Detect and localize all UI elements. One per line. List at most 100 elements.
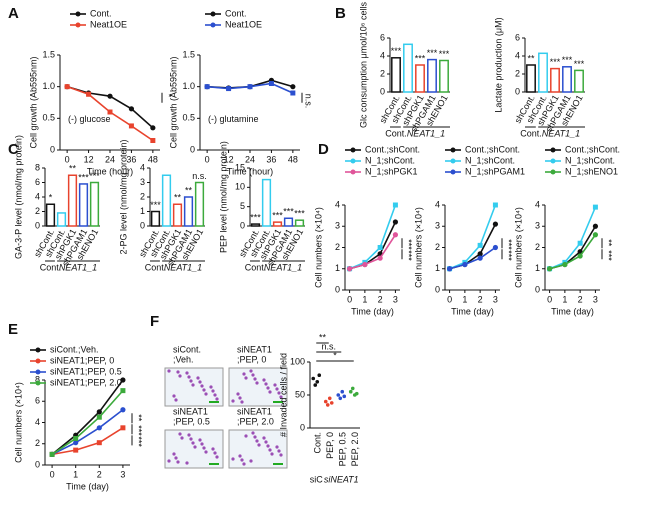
image-label: ;Veh. [173, 354, 194, 364]
point [73, 447, 79, 453]
y-tick-label: 50 [295, 389, 305, 399]
y-axis-label: Cell numbers (×10⁴) [413, 207, 423, 288]
point [73, 435, 79, 441]
bar [161, 174, 172, 227]
legend-label: Neat1OE [90, 19, 127, 29]
cell [262, 378, 266, 382]
point [96, 425, 102, 431]
cell [180, 436, 184, 440]
cell [176, 460, 180, 464]
legend-label: siNEAT1;PEP, 0.5 [50, 366, 122, 376]
significance: *** [89, 171, 100, 181]
point [577, 253, 583, 259]
group-label: siNEAT1 [324, 474, 359, 484]
legend-marker [75, 11, 81, 17]
series-line [51, 379, 124, 455]
significance: * [49, 193, 53, 203]
x-tick-label: 24 [245, 154, 255, 164]
group-label: NEAT1_1 [264, 262, 302, 272]
cell [213, 393, 217, 397]
cell [167, 459, 171, 463]
x-tick-label: PEP, 2.0 [350, 432, 360, 466]
y-tick-label: 6 [515, 32, 520, 42]
x-tick-label: 2 [478, 294, 483, 304]
x-tick-label: 2 [97, 469, 102, 479]
cell [189, 437, 193, 441]
cell [209, 385, 213, 389]
point [362, 261, 368, 268]
y-tick-label: 1.5 [182, 49, 195, 59]
y-tick-label: 3 [335, 221, 340, 231]
x-tick-label: 2 [578, 294, 583, 304]
cell [185, 461, 189, 465]
cell [172, 394, 176, 398]
cell [174, 456, 178, 460]
legend-label: siNEAT1;PEP, 0 [50, 355, 114, 365]
y-tick-label: 8 [35, 162, 40, 172]
point [49, 451, 55, 457]
x-tick-label: 0 [205, 154, 210, 164]
significance: *** [439, 49, 450, 59]
cell [211, 389, 215, 393]
y-tick-label: 0 [35, 220, 40, 230]
point [336, 393, 341, 397]
y-axis-label: PEP level (nmol/mg protein) [218, 141, 228, 253]
point [150, 138, 156, 143]
legend-marker [550, 169, 556, 175]
point [120, 425, 126, 431]
cell [266, 386, 270, 390]
x-tick-label: 0 [447, 294, 452, 304]
panel-label: D [318, 141, 329, 158]
y-tick-label: 2 [380, 68, 385, 78]
point [96, 414, 102, 420]
image-label: ;PEP, 0.5 [173, 416, 210, 426]
y-tick-label: 6 [380, 32, 385, 42]
cell [211, 447, 215, 451]
y-tick-label: 0 [50, 144, 55, 154]
y-axis-label: Cell growth (Ab595nm) [28, 56, 38, 148]
cell [200, 384, 204, 388]
cell [202, 388, 206, 392]
legend-marker [350, 147, 356, 153]
legend-label: N_1;shCont. [465, 155, 515, 165]
y-tick-label: 1.0 [42, 81, 55, 91]
point [96, 440, 102, 446]
y-tick-label: 4 [140, 162, 145, 172]
bar [574, 69, 584, 93]
point [592, 204, 598, 210]
y-tick-label: 0 [435, 284, 440, 294]
x-tick-label: 36 [126, 154, 136, 164]
significance: *** [415, 53, 426, 63]
bar [403, 43, 413, 93]
y-tick-label: 1.5 [42, 49, 55, 59]
point [128, 106, 135, 112]
series-line [449, 246, 496, 270]
x-tick-label: 3 [493, 294, 498, 304]
point [492, 202, 498, 208]
bar [261, 178, 272, 227]
legend-marker [550, 158, 556, 164]
y-tick-label: 3 [535, 221, 540, 231]
panel-label: C [8, 141, 19, 158]
y-tick-label: 5 [240, 201, 245, 211]
cell [196, 376, 200, 380]
point [446, 266, 453, 272]
bar [89, 181, 100, 227]
point [315, 380, 320, 384]
cell [187, 433, 191, 437]
group-label: NEAT1_1 [59, 262, 97, 272]
point [120, 377, 126, 383]
y-tick-label: 0 [335, 284, 340, 294]
y-tick-label: 1 [535, 263, 540, 273]
note: (-) glutamine [208, 114, 259, 124]
image-label: siCont. [173, 344, 201, 354]
y-tick-label: 4 [335, 199, 340, 209]
legend-marker [210, 11, 216, 17]
y-axis-label: GA-3-P level (nmol/mg protein) [13, 135, 23, 259]
bar [562, 66, 572, 93]
bar [439, 59, 449, 93]
significance: n.s. [192, 171, 207, 181]
cell [185, 371, 189, 375]
y-axis-label: Cell numbers (×10⁴) [513, 207, 523, 288]
cell [236, 392, 240, 396]
